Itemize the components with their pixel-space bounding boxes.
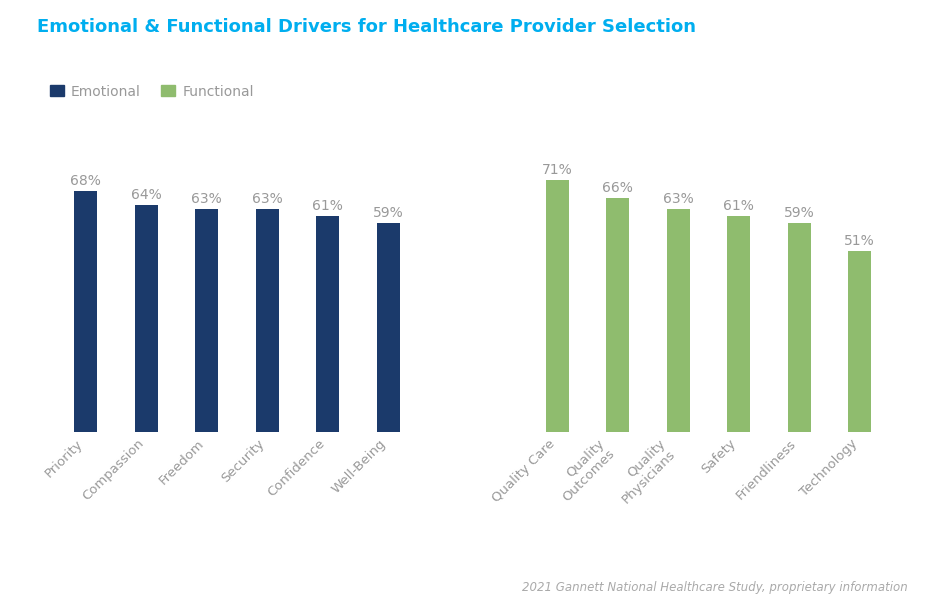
Bar [135, 205, 158, 432]
Bar [607, 198, 629, 432]
Bar [316, 216, 339, 432]
Text: 63%: 63% [252, 192, 283, 206]
Bar [546, 180, 569, 432]
Bar [74, 191, 97, 432]
Text: 59%: 59% [783, 206, 814, 220]
Text: 51%: 51% [844, 235, 875, 248]
Text: 2021 Gannett National Healthcare Study, proprietary information: 2021 Gannett National Healthcare Study, … [522, 581, 908, 594]
Text: 63%: 63% [191, 192, 222, 206]
Bar [727, 216, 750, 432]
Text: 63%: 63% [663, 192, 694, 206]
Bar [376, 223, 400, 432]
Text: 64%: 64% [131, 188, 162, 202]
Bar [787, 223, 811, 432]
Text: Emotional & Functional Drivers for Healthcare Provider Selection: Emotional & Functional Drivers for Healt… [37, 18, 696, 36]
Text: 61%: 61% [313, 199, 343, 213]
Bar [256, 209, 279, 432]
Legend: Emotional, Functional: Emotional, Functional [44, 79, 259, 104]
Text: 61%: 61% [724, 199, 754, 213]
Text: 71%: 71% [542, 163, 573, 178]
Text: 68%: 68% [70, 174, 101, 188]
Text: 66%: 66% [603, 181, 633, 195]
Bar [666, 209, 690, 432]
Bar [196, 209, 218, 432]
Text: 59%: 59% [373, 206, 403, 220]
Bar [848, 251, 871, 432]
